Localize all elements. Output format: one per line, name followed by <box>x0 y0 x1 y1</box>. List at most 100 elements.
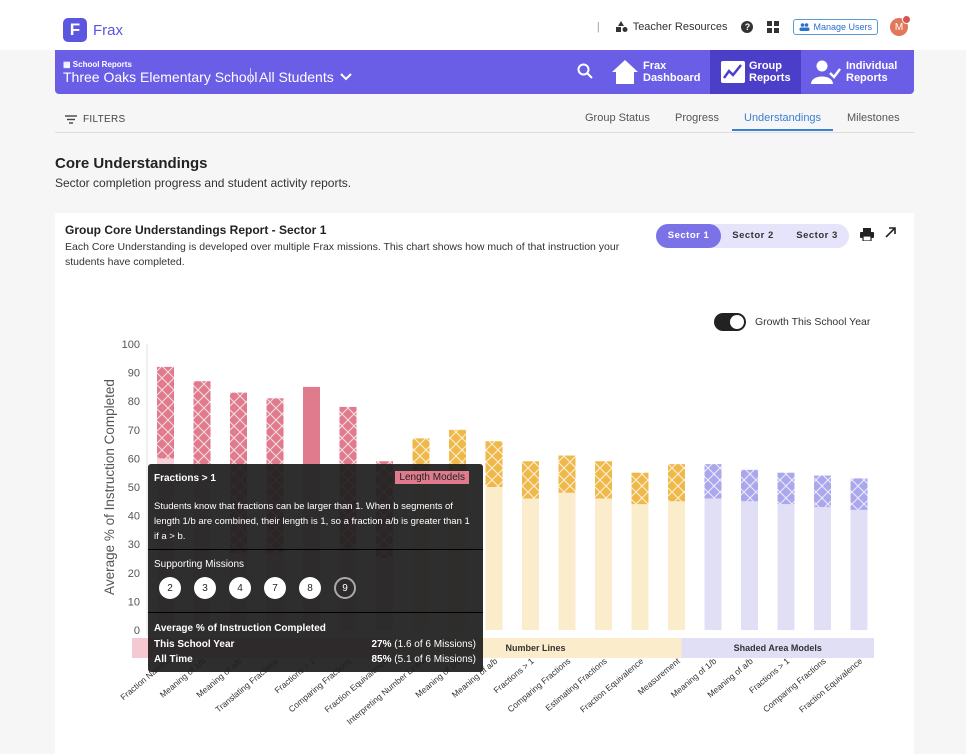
school-name: Three Oaks Elementary School <box>63 69 258 85</box>
page-subtitle: Sector completion progress and student a… <box>55 176 352 190</box>
app-name: Frax <box>93 21 123 39</box>
sector-1-button[interactable]: Sector 1 <box>656 224 721 248</box>
card-title: Group Core Understandings Report - Secto… <box>65 223 327 237</box>
bar-this-year[interactable] <box>850 509 868 630</box>
student-group-label: All Students <box>259 69 334 85</box>
bar-this-year[interactable] <box>704 498 722 630</box>
report-nav-bar: ▦ School Reports Three Oaks Elementary S… <box>55 50 914 94</box>
bar-growth[interactable] <box>522 461 539 499</box>
growth-toggle-label: Growth This School Year <box>755 316 871 328</box>
bar-this-year[interactable] <box>814 507 831 630</box>
y-tick-label: 100 <box>122 339 140 351</box>
bar-growth[interactable] <box>850 478 868 510</box>
tab-group-status[interactable]: Group Status <box>585 112 650 124</box>
bar-growth[interactable] <box>303 386 320 465</box>
bar-this-year[interactable] <box>558 492 576 630</box>
filter-icon <box>65 115 77 124</box>
avatar-initial: M <box>894 21 904 33</box>
user-check-icon <box>811 60 841 84</box>
nav-frax-dashboard[interactable]: Frax Dashboard <box>608 50 708 94</box>
bar-growth[interactable] <box>595 461 612 499</box>
bar-growth[interactable] <box>631 472 649 505</box>
bar-growth[interactable] <box>485 441 503 487</box>
notification-dot <box>902 15 911 24</box>
help-icon: ? <box>741 21 754 33</box>
sector-switcher: Sector 1 Sector 2 Sector 3 <box>656 224 849 248</box>
users-icon <box>799 23 810 31</box>
filters-button[interactable]: FILTERS <box>65 114 125 125</box>
bar-growth[interactable] <box>668 464 685 502</box>
sector-3-button[interactable]: Sector 3 <box>796 230 838 241</box>
tooltip-divider <box>148 549 483 550</box>
nav-group-reports[interactable]: Group Reports <box>710 50 801 94</box>
x-tick-label: Fraction Equivalence <box>797 656 864 715</box>
y-tick-label: 90 <box>128 368 140 380</box>
bar-this-year[interactable] <box>595 498 612 630</box>
bar-this-year[interactable] <box>485 487 503 630</box>
row-detail: (1.6 of 6 Missions) <box>394 639 476 650</box>
row-label: All Time <box>154 654 193 665</box>
row-pct: 85% <box>371 654 392 665</box>
open-external-icon[interactable] <box>885 227 896 238</box>
bar-growth[interactable] <box>558 455 576 493</box>
chevron-down-icon <box>340 73 352 81</box>
frax-logo[interactable]: F Frax <box>63 18 123 42</box>
search-icon[interactable] <box>577 63 593 79</box>
bar-this-year[interactable] <box>668 501 685 630</box>
user-avatar[interactable]: M <box>890 15 911 36</box>
school-reports-label: ▦ School Reports <box>63 60 132 69</box>
mission-badge[interactable]: 2 <box>159 577 181 599</box>
mission-badge[interactable]: 8 <box>299 577 321 599</box>
bar-this-year[interactable] <box>522 498 539 630</box>
mission-badge[interactable]: 7 <box>264 577 286 599</box>
separator: | <box>596 21 600 33</box>
tooltip-divider <box>148 612 483 613</box>
mission-badge[interactable]: 4 <box>229 577 251 599</box>
bar-growth[interactable] <box>193 381 211 465</box>
apps-button[interactable] <box>767 21 780 33</box>
tab-understandings[interactable]: Understandings <box>744 112 822 124</box>
bar-this-year[interactable] <box>741 501 758 630</box>
student-group-select[interactable]: All Students <box>259 69 352 85</box>
y-tick-label: 20 <box>128 568 140 580</box>
teacher-resources-link[interactable]: Teacher Resources <box>615 21 728 33</box>
y-tick-label: 60 <box>128 453 140 465</box>
print-icon[interactable] <box>860 228 874 241</box>
help-button[interactable]: ? <box>741 21 754 33</box>
page-title: Core Understandings <box>55 155 208 172</box>
group-band <box>681 638 874 658</box>
row-pct: 27% <box>371 639 392 650</box>
y-tick-label: 50 <box>128 482 140 494</box>
manage-users-button[interactable]: Manage Users <box>793 19 878 35</box>
mission-badge[interactable]: 3 <box>194 577 216 599</box>
bar-this-year[interactable] <box>777 504 795 630</box>
sector-2-button[interactable]: Sector 2 <box>732 230 774 241</box>
report-tabs-row: FILTERS Group Status Progress Understand… <box>55 104 914 132</box>
supporting-missions-label: Supporting Missions <box>154 559 245 570</box>
bar-growth[interactable] <box>157 366 174 459</box>
tab-progress[interactable]: Progress <box>675 112 720 124</box>
bar-growth[interactable] <box>704 464 722 499</box>
top-right-menu: | Teacher Resources ? Manage Users M <box>596 15 911 36</box>
card-description: Each Core Understanding is developed ove… <box>65 241 620 268</box>
teacher-resources-label: Teacher Resources <box>632 21 728 33</box>
apps-grid-icon <box>767 21 780 33</box>
y-tick-label: 40 <box>128 511 140 523</box>
bar-growth[interactable] <box>814 475 831 508</box>
bar-growth[interactable] <box>777 472 795 505</box>
nav-divider <box>250 68 251 84</box>
nav-individual-reports[interactable]: Individual Reports <box>805 50 910 94</box>
tab-milestones[interactable]: Milestones <box>847 112 900 124</box>
x-tick-label: Fraction Equivalence <box>578 656 645 715</box>
manage-users-label: Manage Users <box>813 22 872 32</box>
bar-this-year[interactable] <box>631 504 649 630</box>
bar-growth[interactable] <box>741 469 758 502</box>
group-band-label: Number Lines <box>505 643 565 653</box>
tooltip-row-school-year: This School Year 27% (1.6 of 6 Missions) <box>154 639 476 650</box>
mission-badge-partial[interactable]: 9 <box>334 577 356 599</box>
x-tick-label: Estimating Fractions <box>543 656 608 713</box>
growth-toggle[interactable] <box>714 313 746 331</box>
x-tick-label: Comparing Fractions <box>761 656 828 714</box>
y-tick-label: 0 <box>134 625 140 637</box>
